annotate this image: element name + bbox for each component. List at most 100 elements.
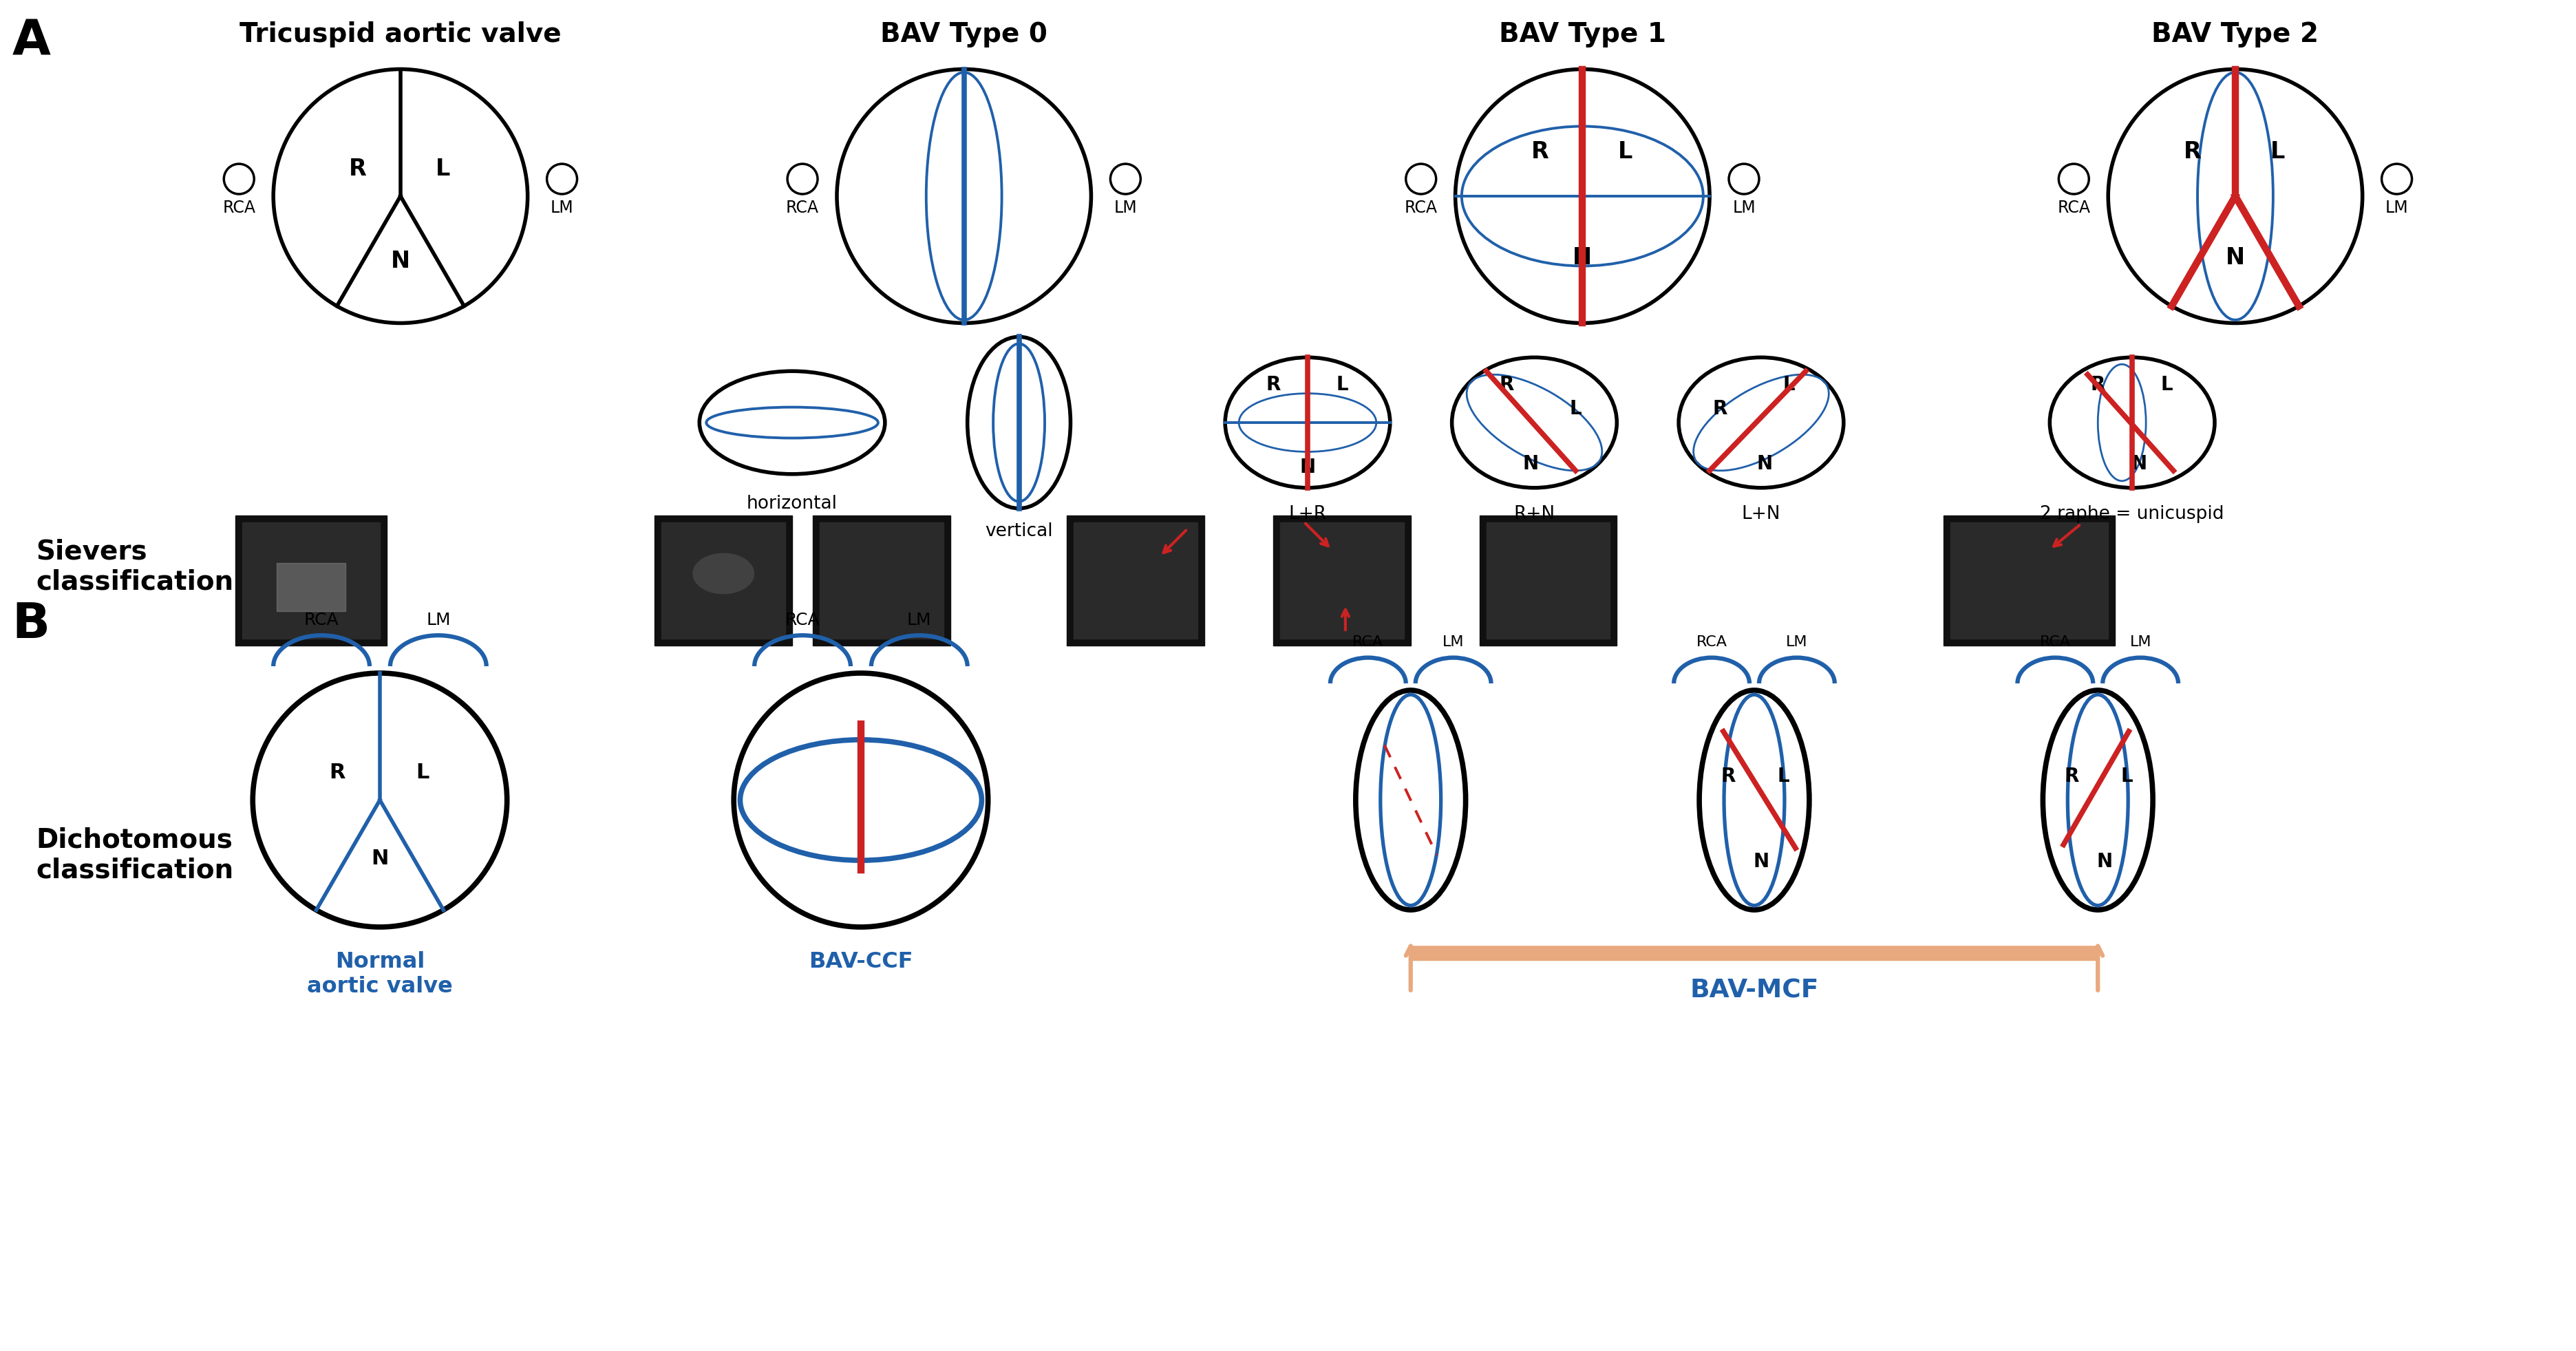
Text: N: N [2130, 454, 2146, 473]
Bar [819, 521, 943, 639]
Text: Normal
aortic valve: Normal aortic valve [307, 951, 453, 997]
Text: LM: LM [1113, 200, 1136, 216]
Text: BAV Type 0: BAV Type 0 [881, 22, 1048, 47]
Text: A: A [13, 18, 52, 65]
Text: R: R [2063, 766, 2079, 786]
Circle shape [224, 163, 255, 195]
Text: R: R [1713, 400, 1728, 419]
Text: LM: LM [1443, 635, 1463, 648]
Text: L: L [435, 157, 451, 180]
Text: LM: LM [2130, 635, 2151, 648]
Circle shape [734, 673, 989, 927]
Text: N: N [1522, 454, 1538, 473]
Text: L: L [2120, 766, 2133, 786]
Text: RCA: RCA [2040, 635, 2071, 648]
Ellipse shape [1453, 358, 1618, 488]
Text: BAV Type 1: BAV Type 1 [1499, 22, 1667, 47]
Text: N: N [1757, 454, 1772, 473]
Ellipse shape [1680, 358, 1844, 488]
Bar [1479, 515, 1618, 646]
Text: LM: LM [2385, 200, 2409, 216]
Bar [1273, 515, 1412, 646]
Ellipse shape [1355, 690, 1466, 909]
Bar [242, 521, 379, 639]
Text: Tricuspid aortic valve: Tricuspid aortic valve [240, 22, 562, 47]
Text: Dichotomous
classification: Dichotomous classification [36, 827, 234, 884]
Text: LM: LM [1734, 200, 1754, 216]
Text: L: L [2269, 141, 2285, 163]
Text: LM: LM [425, 612, 451, 628]
Text: vertical: vertical [984, 521, 1054, 540]
Ellipse shape [1226, 358, 1391, 488]
Ellipse shape [693, 553, 755, 594]
Ellipse shape [969, 336, 1072, 508]
Ellipse shape [2043, 690, 2154, 909]
Text: R+N: R+N [1515, 505, 1556, 523]
Circle shape [837, 69, 1092, 323]
Text: BAV Type 2: BAV Type 2 [2151, 22, 2318, 47]
Text: N: N [1301, 458, 1316, 477]
Text: L: L [1783, 376, 1795, 394]
Text: R: R [1499, 376, 1515, 394]
Circle shape [1455, 69, 1710, 323]
Text: L: L [415, 762, 430, 782]
Bar [1412, 947, 2097, 961]
Text: N: N [2097, 852, 2112, 871]
Bar [662, 521, 786, 639]
Bar [1066, 515, 1206, 646]
Text: 2 raphe = unicuspid: 2 raphe = unicuspid [2040, 505, 2223, 523]
Circle shape [2058, 163, 2089, 195]
Text: horizontal: horizontal [747, 494, 837, 512]
Text: N: N [1574, 246, 1592, 269]
Ellipse shape [2050, 358, 2215, 488]
Bar [1942, 515, 2115, 646]
Text: L: L [1777, 766, 1790, 786]
Bar [814, 515, 951, 646]
Text: B: B [13, 601, 49, 648]
Text: LM: LM [907, 612, 933, 628]
Text: RCA: RCA [222, 200, 255, 216]
Text: N: N [371, 848, 389, 869]
Text: R: R [1265, 376, 1280, 394]
Circle shape [788, 163, 817, 195]
Text: RCA: RCA [786, 200, 819, 216]
Circle shape [252, 673, 507, 927]
Text: BAV-CCF: BAV-CCF [809, 951, 912, 973]
Bar [234, 515, 386, 646]
Bar [1074, 521, 1198, 639]
Circle shape [2383, 163, 2411, 195]
Text: RCA: RCA [304, 612, 340, 628]
Text: Sievers
classification: Sievers classification [36, 539, 234, 594]
Text: LM: LM [551, 200, 574, 216]
Text: RCA: RCA [1404, 200, 1437, 216]
Text: RCA: RCA [1695, 635, 1726, 648]
Circle shape [273, 69, 528, 323]
Text: L: L [1618, 141, 1633, 163]
Circle shape [2107, 69, 2362, 323]
Ellipse shape [1700, 690, 1808, 909]
Circle shape [1728, 163, 1759, 195]
Text: R: R [2092, 376, 2105, 394]
Circle shape [1110, 163, 1141, 195]
Text: RCA: RCA [2058, 200, 2089, 216]
Text: R: R [1721, 766, 1736, 786]
Text: N: N [392, 250, 410, 273]
Text: BAV-MCF: BAV-MCF [1690, 978, 1819, 1004]
Text: L+R: L+R [1288, 505, 1327, 523]
Text: R: R [348, 157, 366, 180]
Ellipse shape [701, 372, 886, 474]
Bar [1280, 521, 1404, 639]
Text: LM: LM [1785, 635, 1808, 648]
Text: N: N [2226, 246, 2244, 269]
Text: R: R [2184, 141, 2202, 163]
Text: L: L [2161, 376, 2172, 394]
Text: R: R [1530, 141, 1548, 163]
Text: RCA: RCA [1352, 635, 1383, 648]
Text: RCA: RCA [786, 612, 819, 628]
Text: L: L [1569, 400, 1582, 419]
Circle shape [546, 163, 577, 195]
Bar [1950, 521, 2107, 639]
Text: L+N: L+N [1741, 505, 1780, 523]
Bar [1486, 521, 1610, 639]
Text: R: R [330, 762, 345, 782]
